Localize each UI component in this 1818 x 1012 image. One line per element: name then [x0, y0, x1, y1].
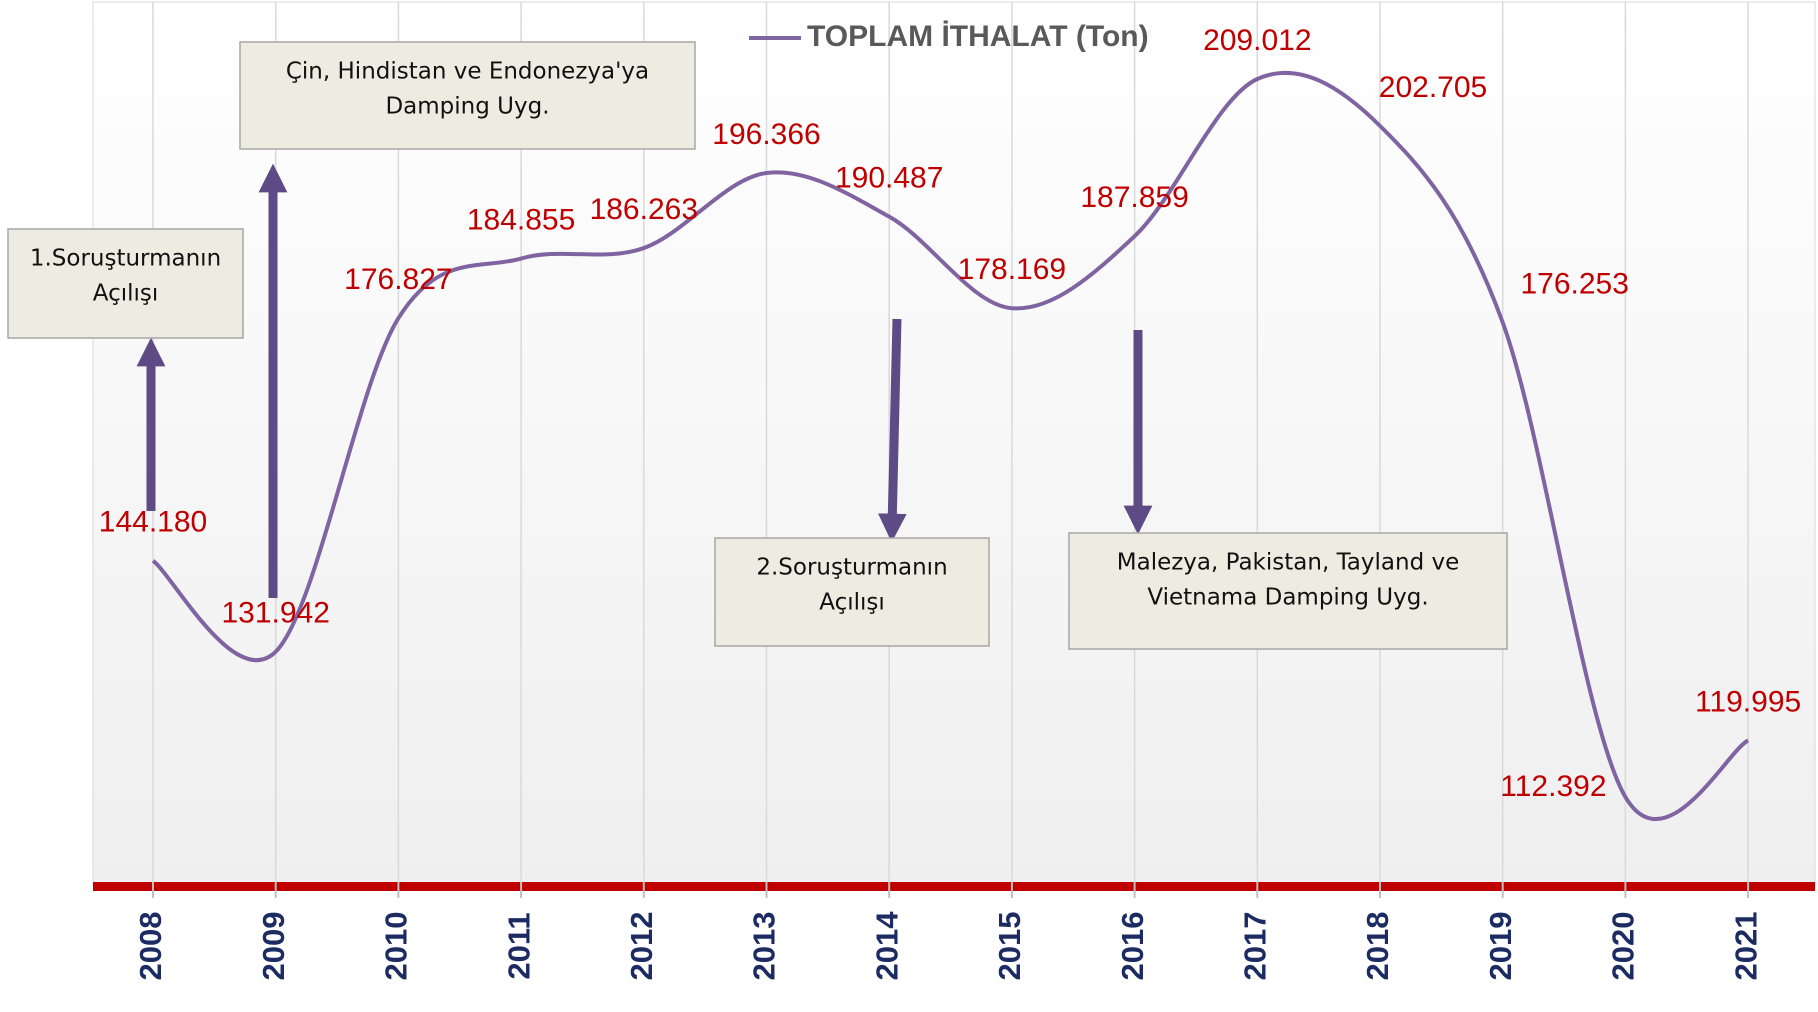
x-tick-label: 2011 — [501, 912, 536, 979]
x-tick-label: 2009 — [256, 912, 291, 981]
x-axis-line — [93, 882, 1815, 891]
data-label: 131.942 — [221, 597, 329, 630]
arrow — [877, 318, 907, 543]
x-tick-label: 2008 — [133, 912, 168, 981]
x-tick-label: 2013 — [747, 912, 782, 981]
x-tick-label: 2015 — [992, 912, 1027, 981]
annotation-box — [7, 228, 244, 339]
annotation-text: Damping Uyg. — [385, 94, 549, 120]
annotation-box — [1068, 532, 1508, 650]
legend-label: TOPLAM İTHALAT (Ton) — [807, 20, 1149, 53]
annotation-text: Açılışı — [819, 590, 885, 616]
x-tick-label: 2016 — [1115, 912, 1150, 981]
annotation-text: 1.Soruşturmanın — [30, 246, 221, 272]
data-label: 209.012 — [1203, 24, 1311, 57]
x-tick-label: 2020 — [1606, 912, 1641, 981]
x-tick-label: 2010 — [379, 912, 414, 981]
annotation-box — [714, 537, 990, 647]
x-tick-label: 2018 — [1360, 912, 1395, 981]
data-label: 176.253 — [1520, 267, 1628, 300]
data-label: 190.487 — [835, 162, 943, 195]
x-tick-label: 2021 — [1728, 912, 1763, 981]
data-label: 144.180 — [99, 506, 207, 539]
line-series — [151, 70, 1750, 821]
data-label: 119.995 — [1695, 685, 1801, 718]
x-tick-label: 2012 — [624, 912, 659, 981]
data-label: 178.169 — [958, 253, 1066, 286]
annotation-text: Vietnama Damping Uyg. — [1147, 585, 1428, 611]
annotation-text: Açılışı — [93, 281, 159, 307]
data-label: 176.827 — [344, 263, 452, 296]
data-label: 112.392 — [1500, 770, 1606, 803]
annotation-text: Çin, Hindistan ve Endonezya'ya — [286, 59, 649, 85]
annotation-box — [239, 41, 696, 150]
data-label: 202.705 — [1379, 71, 1487, 104]
annotation-text: Malezya, Pakistan, Tayland ve — [1117, 550, 1460, 576]
data-label: 184.855 — [467, 203, 575, 236]
x-tick-label: 2017 — [1237, 912, 1272, 981]
x-tick-label: 2019 — [1483, 912, 1518, 981]
data-label: 186.263 — [590, 193, 698, 226]
data-label: 187.859 — [1080, 181, 1188, 214]
data-label: 196.366 — [712, 118, 820, 151]
annotation-text: 2.Soruşturmanın — [756, 555, 947, 581]
x-tick-label: 2014 — [869, 911, 904, 981]
